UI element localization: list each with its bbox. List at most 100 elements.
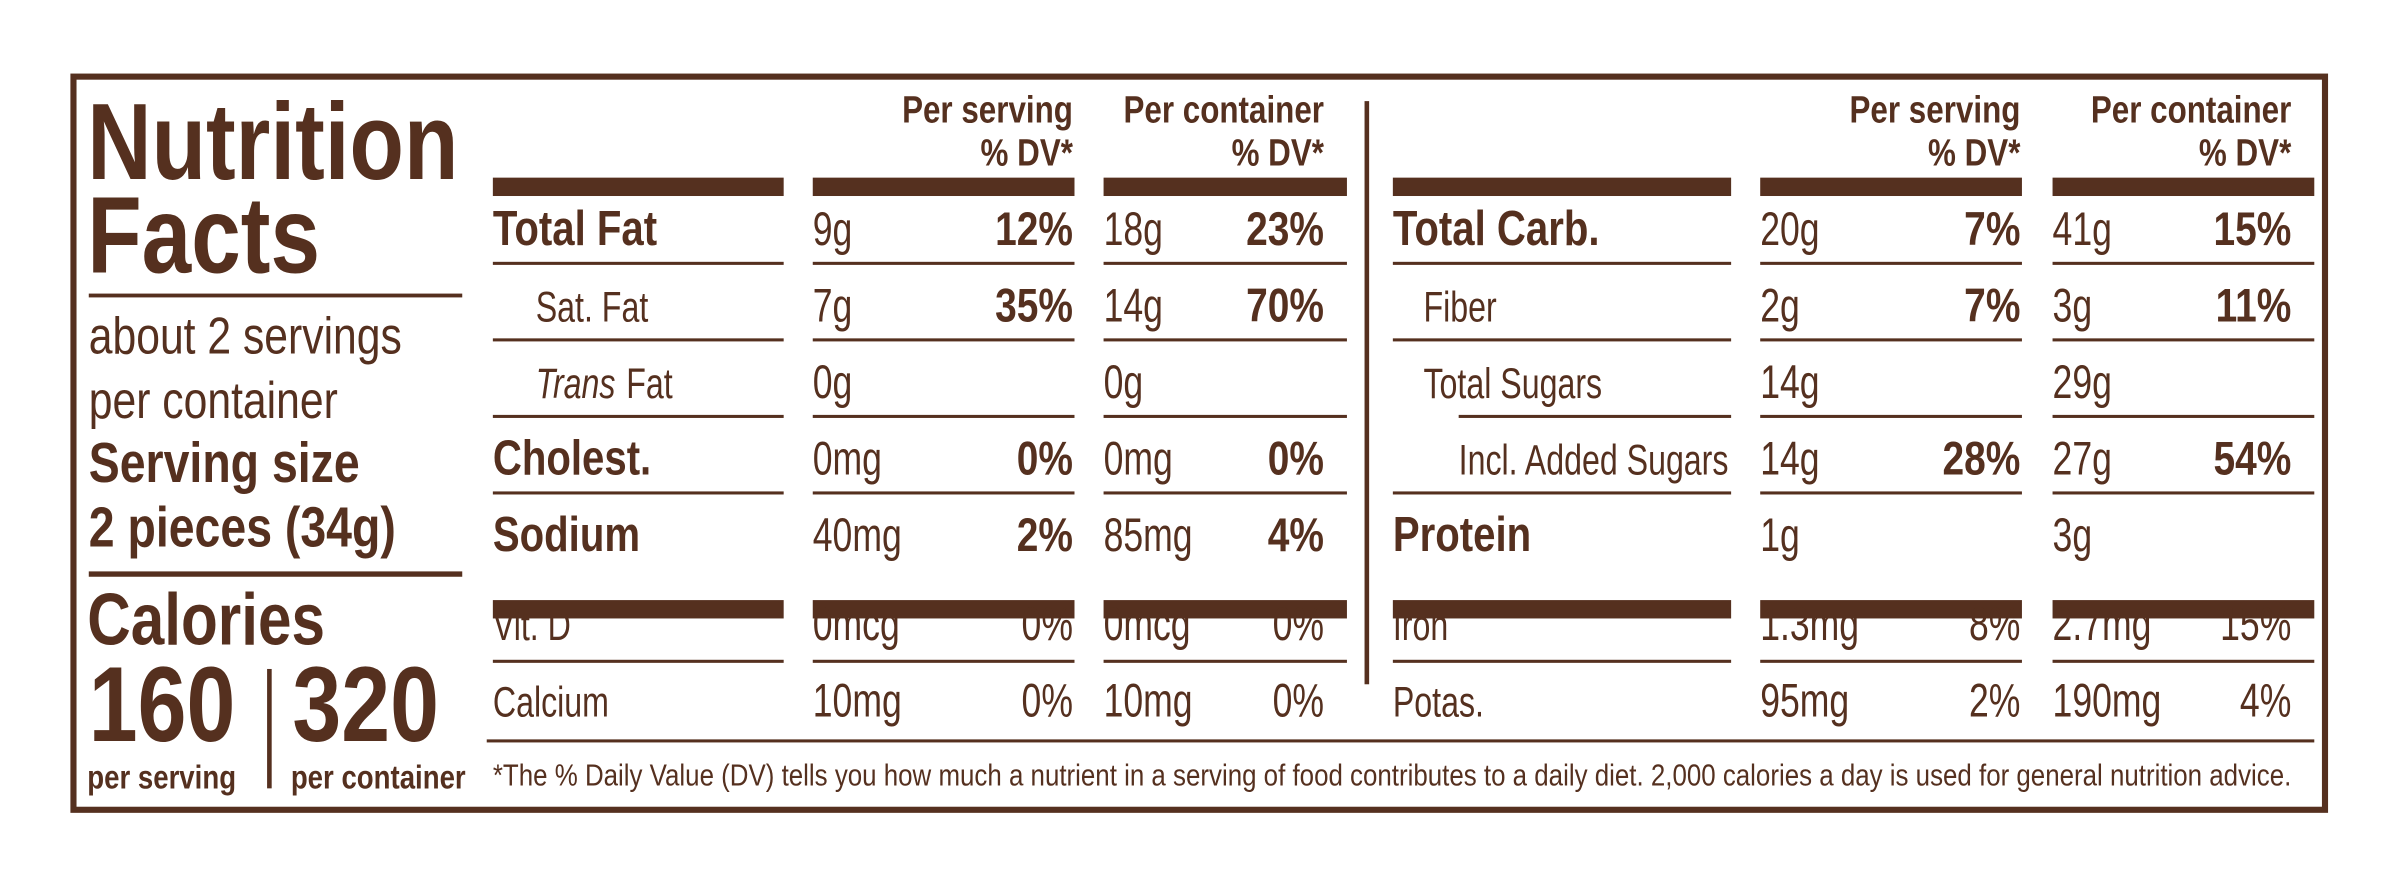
row-rule: [1760, 261, 2022, 265]
nutrient-name: Total Sugars: [1423, 361, 1602, 409]
amount: 20g: [1760, 202, 1819, 255]
nutrient-name: Fat: [626, 361, 673, 409]
row-rule: [812, 414, 1075, 418]
calories-label: Calories: [87, 579, 325, 661]
row-rule: [2052, 491, 2315, 495]
calories-value: 160: [89, 644, 236, 764]
thick-rule: [492, 600, 784, 619]
label-border: [70, 73, 2329, 813]
row-rule: [812, 659, 1075, 663]
amount: 0g: [813, 355, 853, 408]
amount: 14g: [1760, 432, 1819, 485]
thick-rule: [812, 600, 1075, 619]
amount: 2g: [1760, 279, 1800, 332]
row-rule: [492, 414, 784, 418]
calories-unit: per container: [291, 758, 466, 796]
row-rule: [1103, 338, 1347, 342]
amount: 27g: [2053, 432, 2112, 485]
footnote-rule: [486, 739, 2315, 743]
amount: 10mg: [1104, 673, 1193, 726]
row-rule: [1103, 261, 1347, 265]
serving-size-label: Serving size: [89, 431, 360, 494]
nutrient-name: Trans: [536, 361, 616, 409]
thick-rule: [1392, 177, 1732, 197]
amount: 0mg: [813, 432, 882, 485]
amount: 14g: [1104, 279, 1163, 332]
daily-value: 7%: [1964, 203, 2020, 255]
row-rule: [1760, 659, 2022, 663]
calories-divider: [267, 668, 272, 789]
daily-value: 23%: [1246, 203, 1324, 255]
nutrient-name: Total Fat: [493, 201, 657, 256]
daily-value: 0%: [1017, 433, 1073, 485]
amount: 1g: [1760, 508, 1800, 561]
row-rule: [812, 491, 1075, 495]
thick-rule: [492, 177, 784, 197]
thick-rule: [812, 177, 1075, 197]
column-header: Per container: [1123, 89, 1324, 132]
row-rule: [1392, 491, 1732, 495]
nutrient-name: Total Carb.: [1393, 201, 1600, 256]
amount: 14g: [1760, 355, 1819, 408]
servings: about 2 servings: [89, 308, 402, 366]
nutrient-name: Protein: [1393, 507, 1531, 562]
nutrient-name: Potas.: [1393, 679, 1484, 727]
daily-value: 28%: [1943, 433, 2021, 485]
amount: 0g: [1104, 355, 1144, 408]
calories-value: 320: [292, 644, 439, 764]
daily-value: 0%: [1273, 673, 1324, 726]
daily-value: 0%: [1273, 597, 1324, 650]
divider: [88, 293, 463, 298]
column-header: % DV*: [1232, 131, 1325, 174]
row-rule: [1392, 261, 1732, 265]
nutrient-name: Sodium: [493, 507, 640, 562]
footnote: *The % Daily Value (DV) tells you how mu…: [493, 758, 2291, 792]
row-rule: [1760, 414, 2022, 418]
thick-rule: [2052, 600, 2315, 619]
table-divider: [1364, 101, 1370, 685]
nutrient-name: Calcium: [493, 679, 609, 727]
row-rule: [1103, 491, 1347, 495]
daily-value: 70%: [1246, 280, 1324, 332]
amount: 41g: [2053, 202, 2112, 255]
amount: 0mg: [1104, 432, 1173, 485]
nutrient-name: Cholest.: [493, 431, 651, 486]
daily-value: 7%: [1964, 280, 2020, 332]
thick-rule: [2052, 177, 2315, 197]
daily-value: 54%: [2213, 433, 2291, 485]
thick-rule: [1103, 177, 1347, 197]
amount: 10mg: [813, 673, 902, 726]
thick-rule: [1103, 600, 1347, 619]
daily-value: 12%: [995, 203, 1073, 255]
column-header: Per container: [2091, 89, 2292, 132]
daily-value: 4%: [1268, 510, 1324, 562]
column-header: % DV*: [2199, 131, 2292, 174]
row-rule: [1103, 659, 1347, 663]
daily-value: 2%: [1017, 510, 1073, 562]
daily-value: 15%: [2213, 203, 2291, 255]
row-rule: [2052, 338, 2315, 342]
column-header: % DV*: [1928, 131, 2021, 174]
thick-rule: [1760, 177, 2022, 197]
daily-value: 0%: [1268, 433, 1324, 485]
amount: 2.7mg: [2053, 597, 2152, 650]
daily-value: 4%: [2240, 673, 2291, 726]
amount: 3g: [2053, 279, 2093, 332]
amount: 0mcg: [1104, 597, 1191, 650]
daily-value: 2%: [1969, 673, 2020, 726]
divider: [88, 571, 463, 577]
amount: 29g: [2053, 355, 2112, 408]
row-rule: [812, 261, 1075, 265]
title: Facts: [87, 175, 320, 296]
row-rule: [1103, 414, 1347, 418]
column-header: % DV*: [981, 131, 1074, 174]
row-rule: [492, 261, 784, 265]
row-rule: [2052, 659, 2315, 663]
amount: 9g: [813, 202, 853, 255]
servings: per container: [89, 372, 338, 430]
row-rule: [2052, 414, 2315, 418]
row-rule: [492, 338, 784, 342]
daily-value: 0%: [1022, 673, 1073, 726]
